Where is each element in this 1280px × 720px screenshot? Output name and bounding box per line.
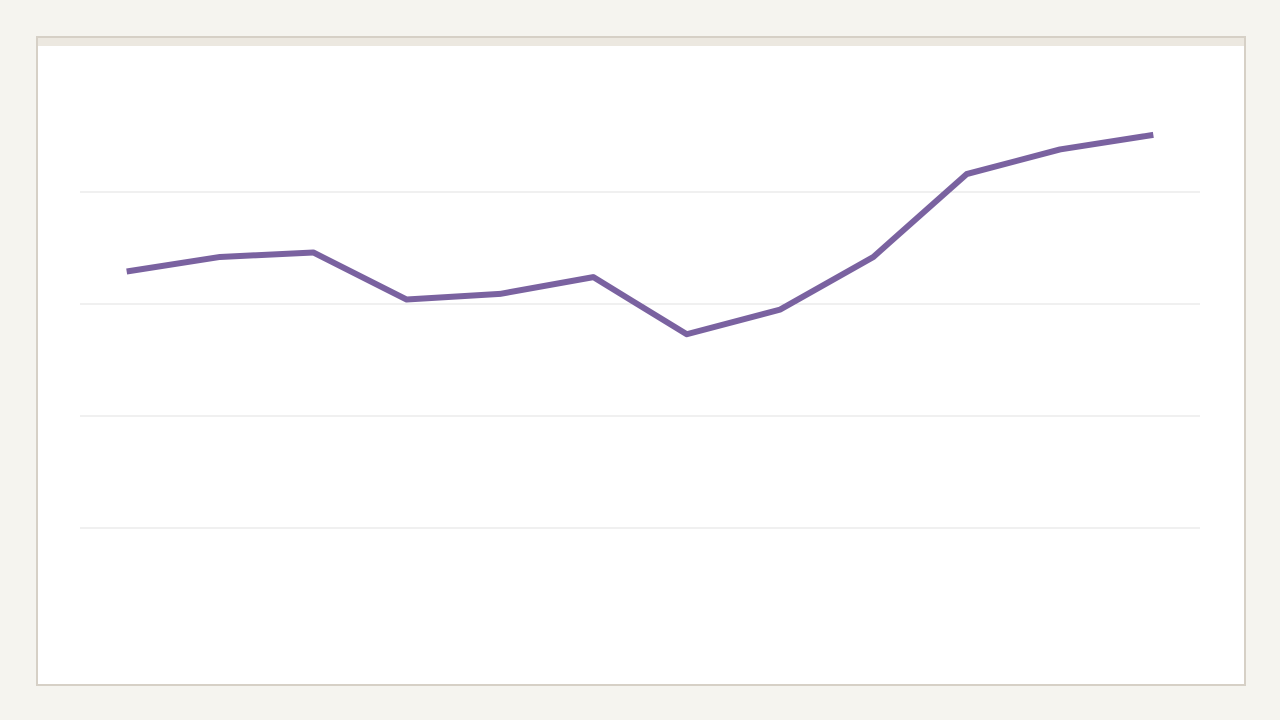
card-header-strip: [38, 38, 1244, 46]
data-line: [126, 131, 1154, 338]
chart-card: [36, 36, 1246, 686]
